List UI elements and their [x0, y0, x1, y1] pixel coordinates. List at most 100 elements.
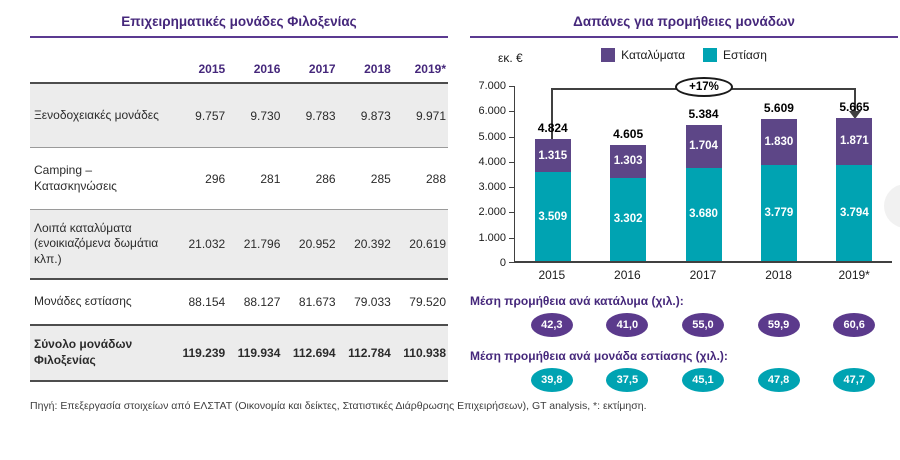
stacked-bar: 1.303 3.302 — [610, 144, 647, 261]
row-label: Camping – Κατασκηνώσεις — [34, 162, 117, 193]
growth-percentage-badge: +17% — [675, 77, 733, 97]
table-row: Λοιπά καταλύματα (ενοικιαζόμενα δωμάτια … — [30, 210, 448, 280]
legend-label: Εστίαση — [723, 48, 767, 62]
stacked-bar: 1.830 3.779 — [760, 119, 797, 261]
avg-value-badge: 42,3 — [530, 313, 573, 337]
table-header-row: 2015 2016 2017 2018 2019* — [30, 54, 448, 84]
x-axis-label: 2018 — [765, 268, 792, 282]
avg-value-badge: 60,6 — [833, 313, 876, 337]
y-axis-tick-label: 1.000 — [478, 231, 506, 244]
y-axis-tick-label: 6.000 — [478, 105, 506, 118]
table-row: Μονάδες εστίασης 88.154 88.127 81.673 79… — [30, 280, 448, 324]
row-value: 9.971 — [415, 108, 446, 123]
segment-value-label: 3.779 — [764, 207, 794, 220]
total-row-label: Σύνολο μονάδων Φιλοξενίας — [34, 337, 133, 367]
oval-slot: 42,3 — [514, 313, 590, 337]
oval-slot: 47,7 — [816, 368, 892, 392]
y-axis-tick-mark — [509, 237, 515, 239]
x-axis-label: 2016 — [614, 268, 641, 282]
y-axis-tick-mark — [509, 111, 515, 113]
total-row-value: 110.938 — [403, 346, 446, 360]
year-header: 2019* — [414, 62, 446, 76]
right-panel-title: Δαπάνες για προμήθειες μονάδων — [573, 14, 795, 29]
row-value: 9.730 — [250, 108, 281, 123]
row-value: 281 — [260, 171, 281, 186]
row-value: 21.796 — [243, 237, 281, 251]
oval-slot: 45,1 — [665, 368, 741, 392]
bar-total-label: 4.605 — [613, 126, 644, 141]
y-axis-tick-mark — [509, 161, 515, 163]
left-panel-title: Επιχειρηματικές μονάδες Φιλοξενίας — [121, 14, 357, 29]
row-value: 20.619 — [409, 237, 446, 251]
chart-legend: Καταλύματα Εστίαση — [470, 48, 898, 62]
row-value: 9.757 — [195, 108, 226, 123]
table-row: Camping – Κατασκηνώσεις 296 281 286 285 … — [30, 148, 448, 210]
stacked-bar: 1.315 3.509 — [534, 139, 571, 261]
source-note: Πηγή: Επεξεργασία στοιχείων από ΕΛΣΤΑΤ (… — [30, 400, 647, 412]
y-axis-tick-mark — [509, 86, 515, 87]
y-axis-tick-label: 4.000 — [478, 155, 506, 168]
avg-accommodation-values: 42,3 41,0 55,0 59,9 60,6 — [514, 313, 892, 337]
legend-swatch-teal-icon — [703, 48, 718, 62]
bar-segment-estiasi: 3.680 — [685, 167, 722, 261]
bar-segment-estiasi: 3.509 — [534, 172, 571, 261]
row-value: 296 — [205, 171, 226, 186]
segment-value-label: 1.303 — [613, 155, 643, 168]
y-axis-tick-label: 5.000 — [478, 130, 506, 143]
bar-2018: 5.609 1.830 3.779 — [741, 86, 816, 261]
y-axis-tick-mark — [509, 136, 515, 138]
row-value: 288 — [425, 171, 446, 186]
row-label: Ξενοδοχειακές μονάδες — [34, 107, 159, 122]
avg-value-badge: 47,8 — [757, 368, 800, 392]
x-axis-labels: 2015 2016 2017 2018 2019* — [514, 268, 892, 282]
year-header: 2016 — [253, 62, 281, 76]
y-axis-tick-label: 3.000 — [478, 181, 506, 194]
total-row-value: 119.239 — [182, 346, 226, 360]
y-axis-tick-label: 2.000 — [478, 206, 506, 219]
chart-header: εκ. € Καταλύματα Εστίαση — [470, 48, 898, 72]
avg-accommodation-title: Μέση προμήθεια ανά κατάλυμα (χιλ.): — [470, 294, 684, 308]
x-axis-label: 2017 — [689, 268, 717, 282]
table-row: Ξενοδοχειακές μονάδες 9.757 9.730 9.783 … — [30, 84, 448, 148]
legend-label: Καταλύματα — [621, 48, 686, 62]
row-value: 285 — [370, 171, 391, 186]
row-value: 88.127 — [243, 295, 281, 309]
oval-slot: 41,0 — [590, 313, 666, 337]
oval-slot: 37,5 — [590, 368, 666, 392]
bar-2016: 4.605 1.303 3.302 — [590, 86, 665, 261]
y-axis-tick-mark — [509, 212, 515, 214]
oval-slot: 60,6 — [816, 313, 892, 337]
bar-total-label: 5.609 — [763, 101, 794, 116]
row-value: 88.154 — [188, 295, 226, 309]
bar-2019: 5.665 1.871 3.794 — [817, 86, 892, 261]
row-value: 21.032 — [188, 237, 226, 251]
legend-item-accommodation: Καταλύματα — [601, 48, 685, 62]
chart-plot-area: 7.000 6.000 5.000 4.000 3.000 2.000 1.000 0 +17… — [470, 77, 898, 269]
bar-segment-katalymata: 1.704 — [685, 124, 722, 168]
segment-value-label: 3.509 — [538, 210, 568, 223]
bar-total-label: 5.384 — [688, 106, 719, 121]
bar-segment-katalymata: 1.871 — [836, 117, 873, 166]
avg-value-badge: 39,8 — [530, 368, 573, 392]
legend-swatch-purple-icon — [601, 48, 616, 62]
growth-bracket-end — [854, 88, 856, 111]
y-axis: 7.000 6.000 5.000 4.000 3.000 2.000 1.000 0 — [470, 80, 506, 269]
bar-segment-estiasi: 3.302 — [610, 177, 647, 261]
segment-value-label: 3.302 — [613, 213, 643, 226]
bar-segment-katalymata: 1.830 — [760, 119, 797, 166]
y-axis-tick-mark — [509, 262, 515, 263]
avg-value-badge: 37,5 — [606, 368, 649, 392]
growth-bracket-start — [551, 88, 553, 141]
segment-value-label: 3.794 — [839, 207, 869, 220]
oval-slot: 59,9 — [741, 313, 817, 337]
left-title-rule — [30, 36, 448, 38]
total-row-value: 119.934 — [237, 346, 281, 360]
arrow-down-icon — [849, 111, 861, 119]
y-axis-tick-mark — [509, 187, 515, 189]
avg-value-badge: 45,1 — [681, 368, 724, 392]
legend-item-food: Εστίαση — [703, 48, 767, 62]
segment-value-label: 3.680 — [689, 208, 718, 221]
watermark-circle — [884, 184, 900, 228]
y-axis-tick-label: 0 — [499, 257, 506, 269]
